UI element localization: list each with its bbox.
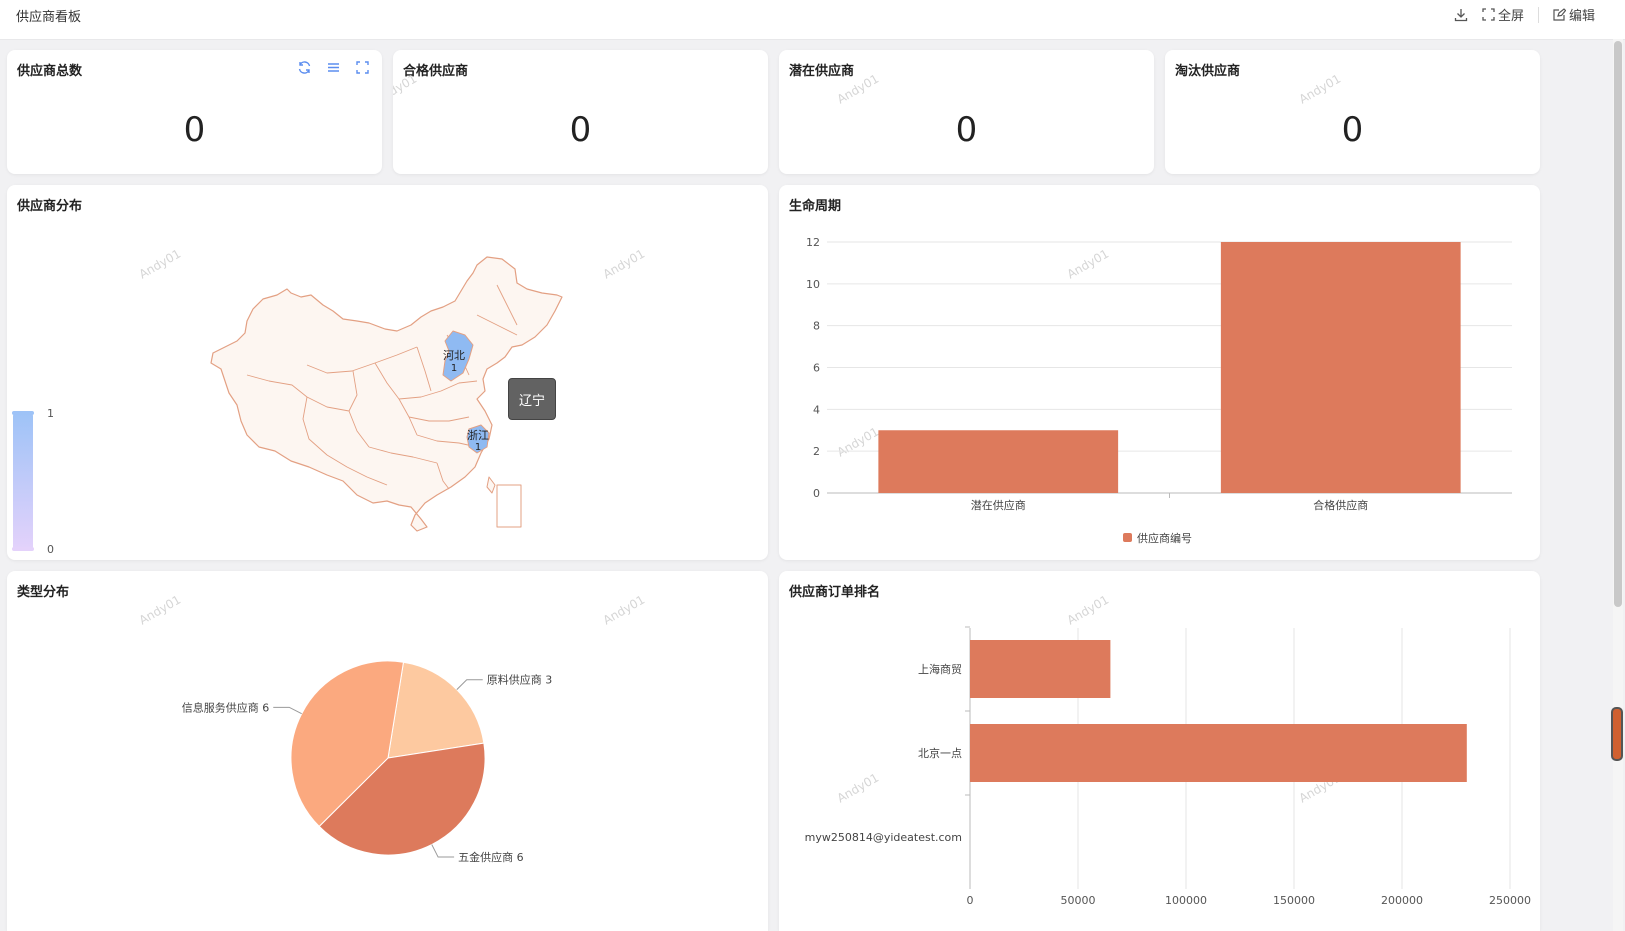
stat-card-total: 供应商总数 0 xyxy=(7,50,382,174)
stat-value: 0 xyxy=(1341,110,1364,150)
legend-swatch xyxy=(1123,533,1132,542)
stat-card-potential: 潜在供应商 0 Andy01 xyxy=(779,50,1154,174)
visual-map-max: 1 xyxy=(47,407,54,420)
tooltip-text: 辽宁 xyxy=(518,393,545,409)
x-tick-label: 潜在供应商 xyxy=(971,498,1026,512)
download-icon xyxy=(1454,8,1468,21)
stat-card-eliminated: 淘汰供应商 0 Andy01 xyxy=(1165,50,1540,174)
y-tick-label: 0 xyxy=(813,487,820,500)
expand-icon[interactable] xyxy=(355,60,370,75)
divider xyxy=(1537,6,1539,23)
visual-map-handle-bottom[interactable] xyxy=(12,547,34,551)
south-china-sea-box xyxy=(496,484,522,528)
x-tick-label: 100000 xyxy=(1165,894,1207,907)
region-value-zhejiang: 1 xyxy=(475,442,481,453)
visual-map-bar[interactable] xyxy=(13,413,33,551)
page-title: 供应商看板 xyxy=(16,10,82,25)
china-map[interactable] xyxy=(210,256,563,532)
edit-icon xyxy=(1553,8,1566,21)
legend-label: 供应商编号 xyxy=(1137,531,1192,545)
edit-button[interactable]: 编辑 xyxy=(1553,5,1595,24)
scrollbar-thumb[interactable] xyxy=(1614,41,1622,607)
pie-label-line xyxy=(273,706,302,715)
y-tick-label: myw250814@yideatest.com xyxy=(805,831,962,844)
stat-value: 0 xyxy=(569,110,592,150)
bar xyxy=(970,640,1111,698)
region-value-hebei: 1 xyxy=(451,363,457,374)
map-panel: 供应商分布 Andy01 Andy01 Andy01 1 0 河北 1 浙江 1 xyxy=(7,185,768,560)
region-label-hebei: 河北 xyxy=(443,349,465,362)
download-button[interactable] xyxy=(1454,8,1468,22)
stat-title: 合格供应商 xyxy=(403,64,469,79)
y-tick-label: 12 xyxy=(806,236,820,249)
fullscreen-label: 全屏 xyxy=(1497,9,1524,24)
ranking-panel: 供应商订单排名 Andy01 Andy01 Andy01 0 50000 10000… xyxy=(779,571,1540,931)
province-zhejiang[interactable] xyxy=(466,424,490,454)
type-pie-chart: 原料供应商 3 五金供应商 6 信息服务供应商 6 xyxy=(182,660,553,864)
pie-label: 信息服务供应商 6 xyxy=(182,700,270,714)
type-title: 类型分布 xyxy=(17,585,70,600)
y-tick-label: 北京一点 xyxy=(918,746,962,760)
province-taiwan[interactable] xyxy=(486,476,496,494)
y-tick-label: 6 xyxy=(813,362,820,375)
stat-value: 0 xyxy=(183,110,206,150)
map-svg: 1 0 河北 1 浙江 1 xyxy=(12,256,563,556)
menu-icon[interactable] xyxy=(326,60,341,75)
y-tick-label: 4 xyxy=(813,403,820,416)
x-tick-label: 150000 xyxy=(1273,894,1315,907)
lifecycle-panel: 生命周期 Andy01 Andy01 Andy01 024681012潜在供应商… xyxy=(779,185,1540,560)
x-tick-label: 合格供应商 xyxy=(1313,498,1368,512)
stat-card-qualified: 合格供应商 0 Andy01 xyxy=(393,50,768,174)
pie-slice xyxy=(387,661,485,759)
pie-label-line xyxy=(456,679,483,690)
stat-value: 0 xyxy=(955,110,978,150)
y-tick-label: 8 xyxy=(813,320,820,333)
watermark: Andy01 xyxy=(1296,71,1344,107)
province-hebei[interactable] xyxy=(442,330,474,382)
edit-label: 编辑 xyxy=(1568,9,1595,24)
lifecycle-title: 生命周期 xyxy=(789,199,842,214)
map-tooltip: 辽宁 xyxy=(508,378,556,420)
stat-title: 潜在供应商 xyxy=(789,64,855,79)
bar xyxy=(1220,242,1461,493)
fullscreen-icon xyxy=(1482,8,1495,21)
card-tools xyxy=(297,60,370,75)
y-tick-label: 2 xyxy=(813,445,820,458)
x-tick-label: 200000 xyxy=(1381,894,1423,907)
pie-label: 五金供应商 6 xyxy=(458,850,523,864)
fullscreen-button[interactable]: 全屏 xyxy=(1482,5,1524,24)
visual-map-handle-top[interactable] xyxy=(12,411,34,415)
visual-map-min: 0 xyxy=(47,543,54,556)
region-label-zhejiang: 浙江 xyxy=(467,429,489,442)
x-tick-label: 0 xyxy=(967,894,974,907)
bar xyxy=(878,430,1119,493)
side-tool-handle[interactable] xyxy=(1611,707,1623,761)
pie-slice xyxy=(290,660,405,828)
y-tick-label: 上海商贸 xyxy=(918,662,962,676)
bar xyxy=(970,724,1467,782)
pie-label-line xyxy=(431,844,455,858)
x-tick-label: 250000 xyxy=(1489,894,1531,907)
header-actions: 全屏 编辑 xyxy=(1454,5,1595,24)
stat-title: 供应商总数 xyxy=(17,64,83,79)
map-title: 供应商分布 xyxy=(17,199,83,214)
y-tick-label: 10 xyxy=(806,278,820,291)
refresh-icon[interactable] xyxy=(297,60,312,75)
ranking-title: 供应商订单排名 xyxy=(789,585,881,600)
map-outline[interactable] xyxy=(210,256,563,532)
pie-label: 原料供应商 3 xyxy=(487,673,553,687)
x-tick-label: 50000 xyxy=(1061,894,1096,907)
stat-title: 淘汰供应商 xyxy=(1175,64,1241,79)
top-bar: 供应商看板 全屏 编辑 xyxy=(0,0,1625,40)
